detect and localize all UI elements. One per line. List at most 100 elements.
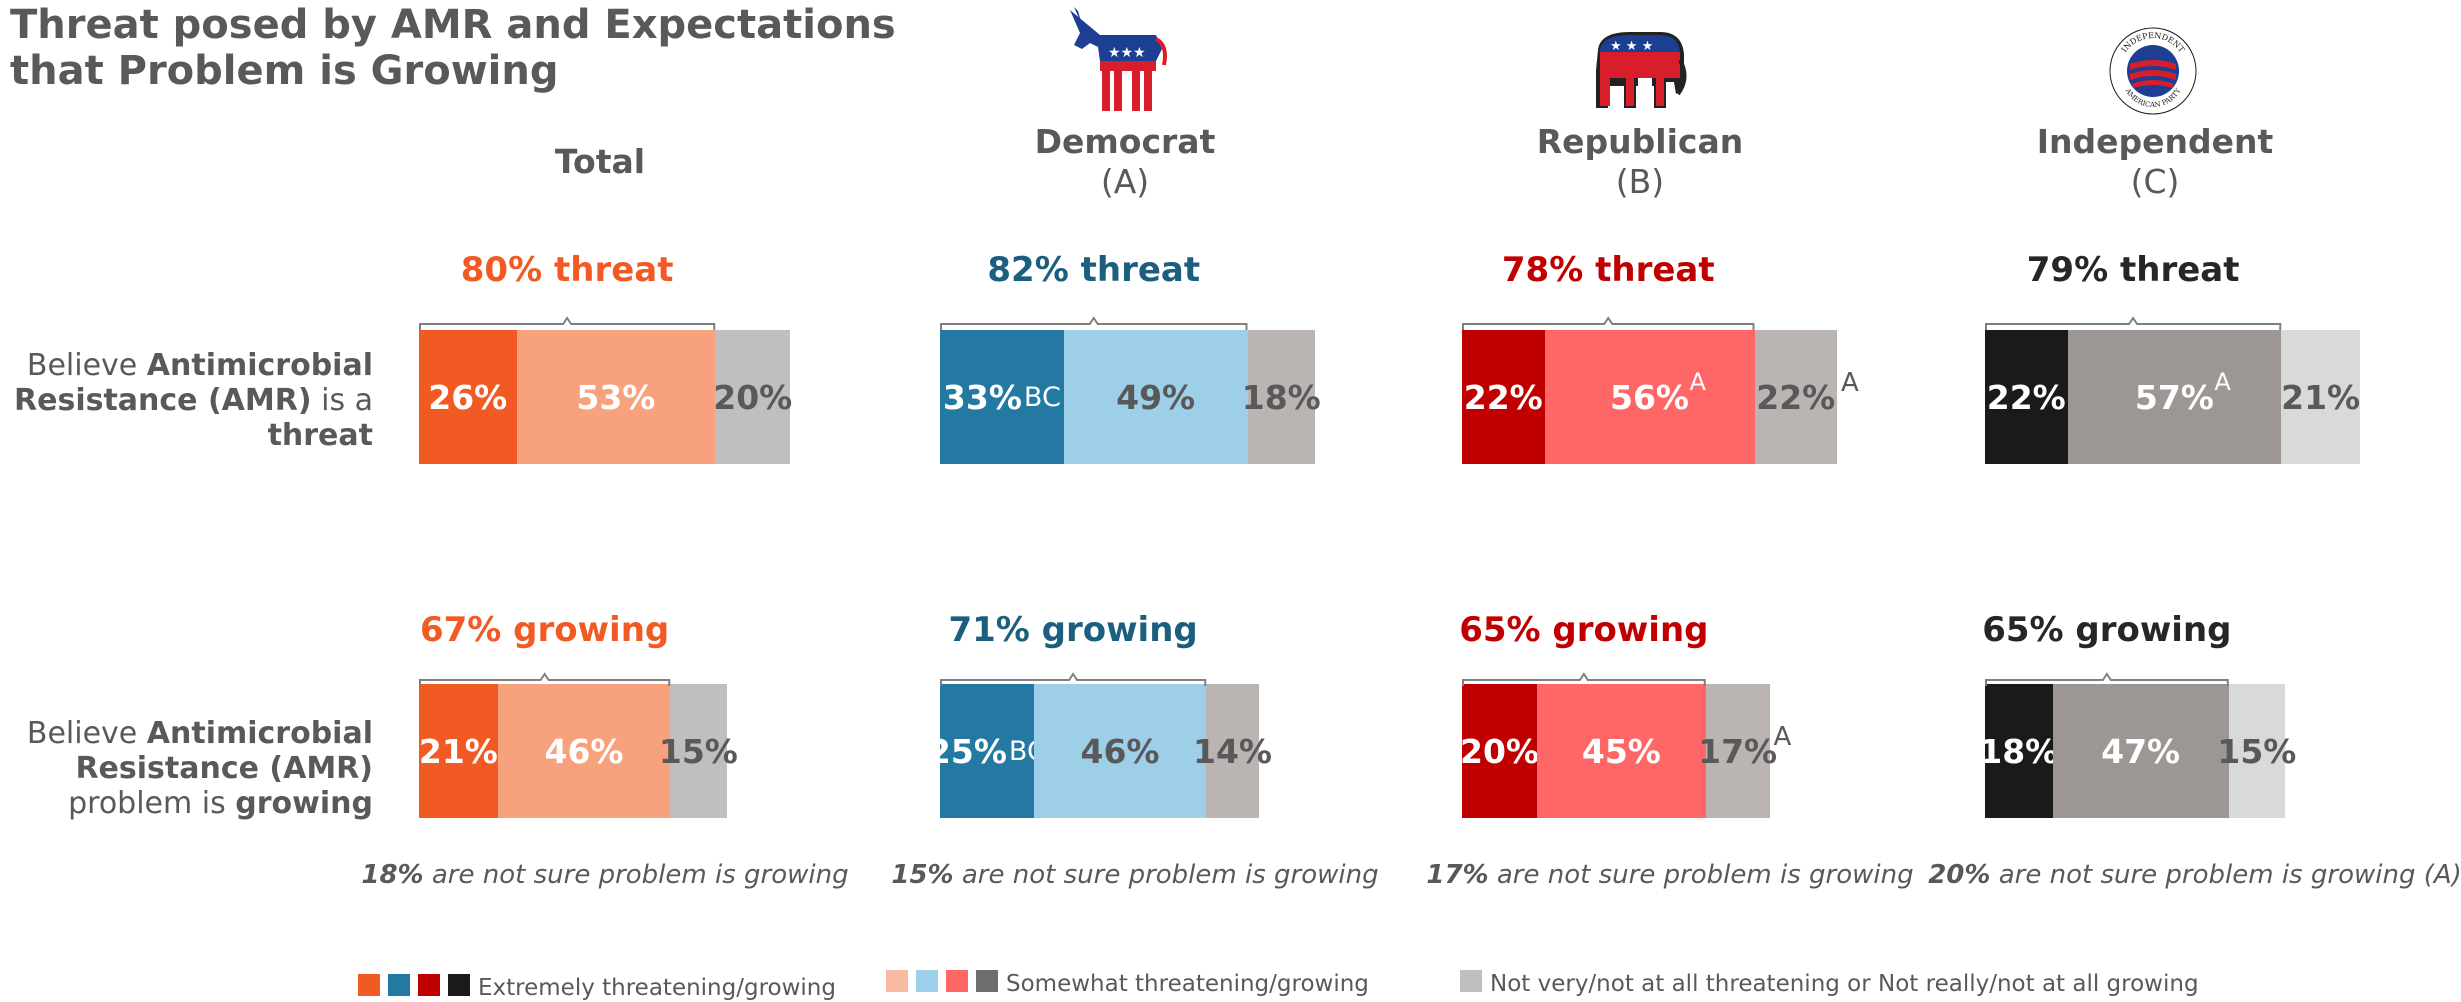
summary-rep-growing: 65% growing [1459, 610, 1709, 650]
bar-rep-threat-seg0: 22% [1462, 330, 1545, 464]
bar-total-growing-seg2: 15% [659, 684, 738, 818]
bar-ind-growing-seg2: 15% [2217, 684, 2296, 818]
footnote-democrat-rest: are not sure problem is growing [953, 860, 1379, 890]
bar-value-label: 14% [1193, 731, 1272, 771]
bar-value-label: 22% [1986, 377, 2066, 417]
republican-elephant-icon: ★ ★ ★ [1596, 32, 1687, 108]
bracket-rep-threat [1462, 316, 1755, 330]
row-label-growing-pre: Believe [26, 716, 147, 751]
bar-value-label: 26% [428, 377, 508, 417]
row-label-growing: Believe Antimicrobial Resistance (AMR) p… [0, 716, 373, 821]
footnote-democrat: 15% are not sure problem is growing [860, 860, 1410, 890]
footnote-republican-rest: are not sure problem is growing [1488, 860, 1914, 890]
legend-swatch [946, 970, 968, 992]
legend-swatch [916, 970, 938, 992]
bar-rep-growing-seg0: 20% [1460, 684, 1539, 818]
footnote-total-bold: 18% [361, 860, 424, 890]
footnote-independent: 20% are not sure problem is growing (A) [1920, 860, 2461, 890]
legend-swatch [418, 974, 440, 996]
bar-value-label: 22% [1756, 377, 1836, 417]
bar-value-label: 46% [544, 731, 624, 771]
row-label-threat-bold1: Antimicrobial Resistance (AMR) [14, 348, 373, 418]
legend-swatch [388, 974, 410, 996]
bar-rep-threat-seg1: 56% A [1544, 330, 1755, 464]
summary-total-growing: 67% growing [419, 610, 670, 650]
democrat-donkey-icon: ★★★ [1070, 7, 1167, 111]
column-title-republican: Republican [1536, 122, 1744, 161]
footnote-independent-bold: 20% [1928, 860, 1991, 890]
significance-marker: A [1773, 722, 1792, 752]
bar-total-threat-seg0: 26% [419, 330, 517, 464]
row-label-growing-bold2: growing [235, 786, 373, 821]
legend-not-swatches [1460, 970, 1490, 998]
column-title-total: Total [554, 142, 646, 181]
legend-extremely-label: Extremely threatening/growing [478, 975, 836, 1001]
legend-somewhat-label: Somewhat threatening/growing [1006, 971, 1369, 997]
footnote-republican-bold: 17% [1426, 860, 1489, 890]
legend-extremely-swatches [358, 974, 478, 1002]
column-title-independent: Independent [2036, 122, 2274, 161]
bar-total-growing-seg1: 46% [497, 684, 671, 818]
bar-dem-growing-seg0: 25% BC [928, 684, 1046, 818]
bar-total-threat-seg1: 53% [516, 330, 716, 464]
svg-text:★ ★ ★: ★ ★ ★ [1610, 39, 1653, 54]
legend-extremely: Extremely threatening/growing [358, 974, 836, 1002]
bar-dem-threat-seg2: 18% [1242, 330, 1321, 464]
legend-swatch [448, 974, 470, 996]
bar-value-label: 15% [2217, 731, 2297, 771]
significance-marker: A [1689, 368, 1706, 396]
significance-marker: A [2214, 368, 2231, 396]
bar-rep-growing-seg1: 45% [1537, 684, 1706, 818]
row-label-threat-pre: Believe [26, 348, 147, 383]
legend-not-label: Not very/not at all threatening or Not r… [1490, 971, 2199, 997]
bar-value-label: 53% [576, 377, 656, 417]
legend-swatch [1460, 970, 1482, 992]
bar-value-label: 46% [1080, 731, 1160, 771]
bracket-ind-growing [1985, 672, 2229, 686]
bar-value-label: 57% [2134, 377, 2214, 417]
bar-ind-threat-seg1: 57% A [2067, 330, 2282, 464]
bar-value-label: 45% [1581, 731, 1661, 771]
column-code-democrat: (A) [1100, 162, 1150, 201]
bar-value-label: 47% [2101, 731, 2181, 771]
legend-swatch [886, 970, 908, 992]
bar-dem-growing-seg1: 46% [1033, 684, 1207, 818]
summary-rep-threat: 78% threat [1501, 250, 1715, 290]
legend-swatch [976, 970, 998, 992]
row-label-threat-mid: is a [311, 383, 373, 418]
column-code-republican: (B) [1615, 162, 1665, 201]
bracket-dem-growing [940, 672, 1207, 686]
bar-dem-threat-seg0: 33% BC [940, 330, 1064, 464]
bar-dem-threat-seg1: 49% [1063, 330, 1248, 464]
bracket-dem-threat [940, 316, 1248, 330]
summary-ind-growing: 65% growing [1982, 610, 2232, 650]
bar-value-label: 15% [658, 731, 738, 771]
bar-ind-threat-seg0: 22% [1985, 330, 2068, 464]
bar-value-label: 18% [1241, 377, 1321, 417]
bar-ind-growing-seg1: 47% [2052, 684, 2229, 818]
bar-value-label: 22% [1463, 377, 1543, 417]
bar-value-label: 18% [1979, 731, 2059, 771]
legend-swatch [358, 974, 380, 996]
footnote-total-rest: are not sure problem is growing [423, 860, 849, 890]
bar-value-label: 56% [1610, 377, 1689, 417]
row-label-growing-bold1: Antimicrobial Resistance (AMR) [75, 716, 373, 786]
footnote-democrat-bold: 15% [891, 860, 954, 890]
row-label-threat: Believe Antimicrobial Resistance (AMR) i… [0, 348, 373, 453]
bar-value-label: 20% [1460, 731, 1539, 771]
significance-marker: BC [1023, 381, 1061, 413]
footnote-total: 18% are not sure problem is growing [330, 860, 880, 890]
bar-rep-growing-seg2: 17% [1698, 684, 1777, 818]
row-label-threat-bold2: threat [267, 418, 373, 453]
bracket-total-threat [419, 316, 716, 330]
summary-dem-threat: 82% threat [987, 250, 1201, 290]
bar-value-label: 33% [942, 377, 1022, 417]
bar-dem-growing-seg2: 14% [1193, 684, 1272, 818]
bar-rep-threat-seg2: 22% [1754, 330, 1837, 464]
bar-value-label: 25% [927, 731, 1007, 771]
svg-text:★★★: ★★★ [1108, 45, 1146, 61]
bar-value-label: 49% [1116, 377, 1196, 417]
independent-party-seal-icon: INDEPENDENT AMERICAN PARTY [2109, 27, 2197, 115]
bar-value-label: 20% [713, 377, 793, 417]
